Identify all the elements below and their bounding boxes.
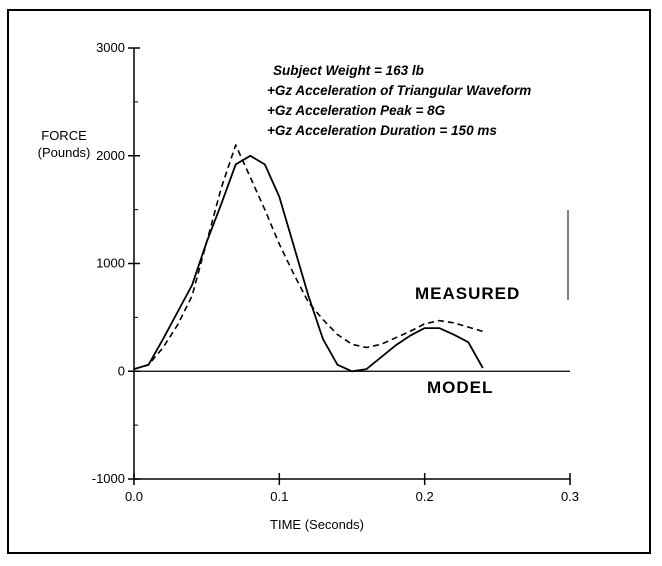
series-line-model bbox=[133, 154, 484, 373]
series-line-measured bbox=[133, 144, 484, 370]
annotation-line-3: +Gz Acceleration Peak = 8G bbox=[267, 103, 446, 118]
x-tick-label: 0.2 bbox=[416, 489, 434, 504]
y-ticks-group: -1000 0 1000 2000 3000 bbox=[92, 40, 140, 486]
y-tick-label: -1000 bbox=[92, 471, 125, 486]
series-label-model: MODEL bbox=[427, 378, 493, 397]
series-group bbox=[133, 144, 484, 373]
x-tick-label: 0.3 bbox=[561, 489, 579, 504]
annotation-line-4: +Gz Acceleration Duration = 150 ms bbox=[267, 123, 497, 138]
series-label-measured: MEASURED bbox=[415, 284, 520, 303]
x-tick-label: 0.0 bbox=[125, 489, 143, 504]
y-tick-label: 3000 bbox=[96, 40, 125, 55]
annotation-line-2: +Gz Acceleration of Triangular Waveform bbox=[267, 83, 531, 98]
y-axis-label: FORCE bbox=[41, 128, 87, 143]
y-axis-label-units: (Pounds) bbox=[38, 145, 91, 160]
y-tick-label: 2000 bbox=[96, 148, 125, 163]
x-axis-label: TIME (Seconds) bbox=[270, 517, 364, 532]
y-tick-label: 1000 bbox=[96, 256, 125, 271]
x-ticks-group: 0.0 0.1 0.2 0.3 bbox=[125, 473, 579, 504]
y-tick-label: 0 bbox=[118, 363, 125, 378]
annotation-line-1: Subject Weight = 163 lb bbox=[273, 63, 424, 78]
x-tick-label: 0.1 bbox=[270, 489, 288, 504]
chart-frame bbox=[7, 9, 651, 554]
